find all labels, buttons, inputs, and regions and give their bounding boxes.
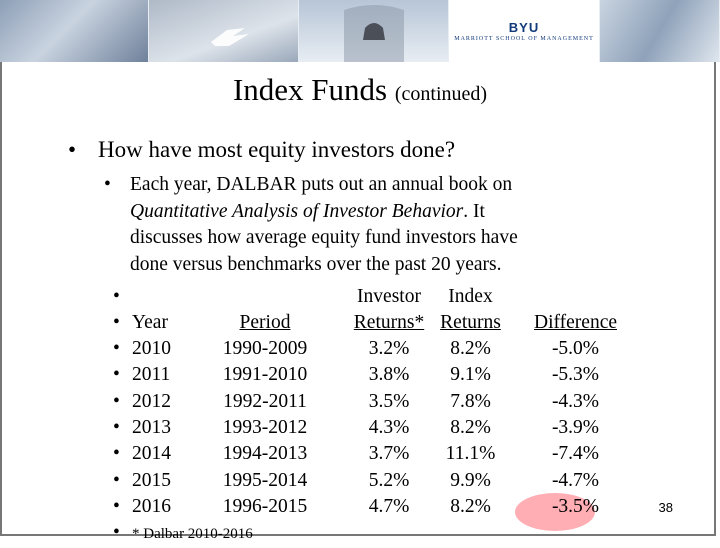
book-title: Quantitative Analysis of Investor Behavi… bbox=[130, 200, 464, 222]
cell-period: 1996-2015 bbox=[222, 495, 308, 517]
table-row: • 2010 1990-2009 3.2% 8.2% -5.0% bbox=[0, 338, 720, 364]
table-header-row: • Year Period Returns* Returns Differenc… bbox=[0, 312, 720, 338]
cell-year: 2013 bbox=[132, 416, 171, 438]
bell-icon bbox=[344, 5, 404, 62]
title-main: Index Funds bbox=[232, 72, 388, 107]
header-investor-returns: Returns* bbox=[353, 312, 425, 333]
cell-index-return: 8.2% bbox=[450, 338, 491, 359]
table-header-top-row: • Investor Index bbox=[0, 286, 720, 312]
cell-index-return: 8.2% bbox=[450, 495, 491, 517]
bullet-dot: • bbox=[113, 286, 120, 307]
cell-period: 1990-2009 bbox=[222, 338, 308, 359]
header-banner: BYU MARRIOTT SCHOOL OF MANAGEMENT bbox=[0, 0, 720, 62]
bell-tower-photo-tile bbox=[299, 0, 449, 62]
title-sub: (continued) bbox=[394, 83, 488, 105]
bullet-dot: • bbox=[113, 390, 120, 412]
bullet-dot: • bbox=[113, 364, 120, 386]
cell-index-return: 7.8% bbox=[450, 390, 491, 412]
slide-title: Index Funds (continued) bbox=[0, 72, 720, 108]
table-row: • 2013 1993-2012 4.3% 8.2% -3.9% bbox=[0, 417, 720, 443]
cell-year: 2016 bbox=[132, 495, 171, 517]
cell-period: 1993-2012 bbox=[222, 416, 308, 438]
paragraph-lead: Each year, DALBAR puts out an annual boo… bbox=[130, 174, 513, 195]
bullet-dot: • bbox=[113, 522, 120, 544]
paragraph-line-1: Each year, DALBAR puts out an annual boo… bbox=[130, 172, 630, 199]
cell-difference: -4.3% bbox=[551, 390, 600, 412]
paragraph-line-2: Quantitative Analysis of Investor Behavi… bbox=[130, 199, 630, 226]
header-difference: Difference bbox=[534, 312, 617, 333]
header-period: Period bbox=[239, 312, 291, 333]
cell-difference: -7.4% bbox=[551, 443, 600, 465]
page-number: 38 bbox=[658, 500, 673, 515]
bullet-dot: • bbox=[113, 416, 120, 438]
cell-period: 1994-2013 bbox=[222, 443, 308, 465]
cell-index-return: 8.2% bbox=[450, 416, 491, 438]
y-logo-icon bbox=[211, 28, 249, 46]
byu-logo: BYU MARRIOTT SCHOOL OF MANAGEMENT bbox=[449, 0, 600, 62]
logo-name: BYU bbox=[508, 19, 540, 35]
bullet-dot: • bbox=[104, 174, 111, 195]
bullet-dot: • bbox=[68, 137, 77, 162]
building-photo-tile bbox=[600, 0, 720, 62]
cell-year: 2010 bbox=[132, 338, 171, 359]
cell-difference: -5.0% bbox=[551, 338, 600, 359]
cell-difference: -4.7% bbox=[551, 469, 600, 491]
cell-index-return: 9.1% bbox=[450, 364, 491, 386]
bullet-dot: • bbox=[113, 469, 120, 491]
cell-investor-return: 4.7% bbox=[368, 495, 410, 517]
statue-photo-tile bbox=[0, 0, 149, 62]
header-index-returns: Returns bbox=[440, 312, 501, 333]
cell-index-return: 9.9% bbox=[450, 469, 491, 491]
highlight-circle bbox=[515, 493, 595, 531]
paragraph-rest: . It bbox=[463, 200, 485, 222]
cell-investor-return: 3.8% bbox=[368, 364, 410, 386]
table-row: • 2016 1996-2015 4.7% 8.2% -3.5% bbox=[0, 496, 720, 522]
cell-year: 2015 bbox=[132, 469, 171, 491]
table-row: • 2011 1991-2010 3.8% 9.1% -5.3% bbox=[0, 364, 720, 390]
cell-investor-return: 3.2% bbox=[368, 338, 410, 359]
main-bullet: • How have most equity investors done? bbox=[68, 137, 456, 163]
y-mountain-photo-tile bbox=[149, 0, 299, 62]
table-row: • 2014 1994-2013 3.7% 11.1% -7.4% bbox=[0, 443, 720, 469]
header-year: Year bbox=[132, 312, 168, 333]
paragraph-line-3: discusses how average equity fund invest… bbox=[130, 227, 518, 248]
bullet-dot: • bbox=[113, 312, 120, 333]
cell-investor-return: 3.7% bbox=[368, 443, 410, 465]
logo-subtitle: MARRIOTT SCHOOL OF MANAGEMENT bbox=[454, 35, 594, 42]
cell-period: 1995-2014 bbox=[222, 469, 308, 491]
cell-year: 2012 bbox=[132, 390, 171, 412]
cell-investor-return: 4.3% bbox=[368, 416, 410, 438]
table-row: • 2012 1992-2011 3.5% 7.8% -4.3% bbox=[0, 391, 720, 417]
cell-difference: -5.3% bbox=[551, 364, 600, 386]
header-investor: Investor bbox=[357, 286, 421, 307]
dalbar-paragraph: • Each year, DALBAR puts out an annual b… bbox=[104, 172, 630, 278]
cell-index-return: 11.1% bbox=[445, 443, 496, 465]
bullet-dot: • bbox=[113, 443, 120, 465]
footnote: * Dalbar 2010-2016 bbox=[132, 526, 253, 543]
table-row: • 2015 1995-2014 5.2% 9.9% -4.7% bbox=[0, 470, 720, 496]
cell-investor-return: 5.2% bbox=[368, 469, 410, 491]
main-bullet-text: How have most equity investors done? bbox=[98, 137, 456, 162]
cell-period: 1992-2011 bbox=[223, 390, 307, 412]
cell-period: 1991-2010 bbox=[222, 364, 308, 386]
paragraph-line-4: done versus benchmarks over the past 20 … bbox=[130, 253, 502, 275]
table-footnote-row: • * Dalbar 2010-2016 bbox=[0, 522, 720, 548]
cell-difference: -3.5% bbox=[551, 495, 600, 517]
cell-investor-return: 3.5% bbox=[368, 390, 410, 412]
header-index: Index bbox=[448, 286, 493, 307]
bullet-dot: • bbox=[113, 338, 120, 359]
cell-year: 2014 bbox=[132, 443, 171, 465]
cell-year: 2011 bbox=[132, 364, 171, 386]
cell-difference: -3.9% bbox=[551, 416, 600, 438]
bullet-dot: • bbox=[113, 495, 120, 517]
